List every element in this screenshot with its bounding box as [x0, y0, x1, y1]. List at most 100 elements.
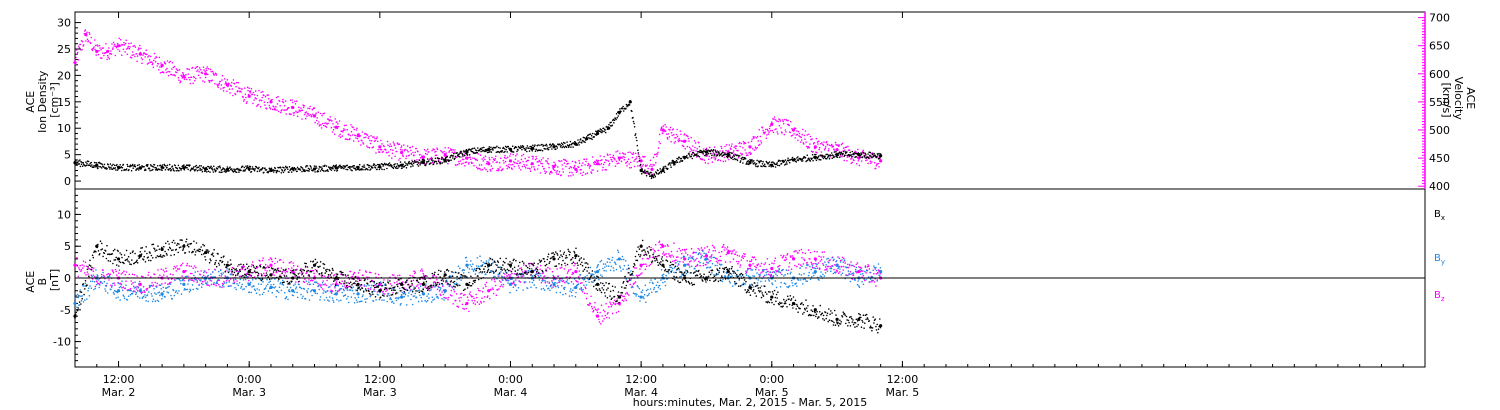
x-tick-day: Mar. 3	[363, 386, 397, 399]
velocity-point	[813, 145, 817, 149]
bx-point	[552, 257, 556, 261]
x-tick-time: 0:00	[498, 373, 523, 386]
bx-point	[726, 270, 730, 274]
top-left-axis: 0 5 10 15 20 25 30	[57, 17, 81, 188]
x-tick-day: Mar. 3	[232, 386, 266, 399]
bx-point	[182, 244, 186, 248]
by-point	[574, 285, 578, 290]
bottom-ylabel-line-3: [nT]	[48, 269, 61, 291]
velocity-point	[160, 63, 164, 67]
x-tick-time: 12:00	[887, 373, 919, 386]
by-trace	[74, 249, 882, 311]
by-point	[595, 270, 600, 274]
by-point	[552, 282, 556, 286]
bz-trace	[74, 240, 882, 325]
bottom-series	[73, 238, 883, 334]
top-left-ytick-label: 25	[57, 43, 71, 56]
x-tick-time: 12:00	[103, 373, 135, 386]
legend-bz: Bz	[1434, 290, 1445, 303]
by-point	[400, 295, 404, 299]
bx-point	[748, 285, 752, 290]
velocity-trace	[74, 29, 882, 177]
ion-density-point	[595, 131, 600, 136]
bottom-ylabel-line-2: B	[36, 278, 49, 286]
ion-density-point	[334, 166, 338, 170]
top-left-ylabel-line-1: ACE	[24, 91, 37, 113]
bottom-legend: Bx By Bz	[1434, 209, 1445, 303]
bz-point	[661, 244, 665, 248]
legend-by: By	[1434, 253, 1445, 266]
bx-point	[400, 282, 404, 286]
x-tick-day: Mar. 5	[886, 386, 920, 399]
top-right-ytick-label: 600	[1429, 68, 1450, 81]
top-right-ylabel-line-2: Velocity	[1452, 77, 1465, 121]
velocity-point	[835, 148, 839, 152]
by-point	[813, 270, 817, 274]
x-tick-time: 0:00	[759, 373, 784, 386]
velocity-point	[73, 60, 77, 65]
bx-point	[835, 317, 839, 321]
top-right-ytick-label: 650	[1429, 40, 1450, 53]
by-point	[160, 292, 164, 296]
top-right-ytick-label: 700	[1429, 12, 1450, 25]
x-tick-time: 12:00	[364, 373, 396, 386]
by-point	[356, 292, 360, 296]
top-left-ylabel-line-3: [cm⁻³]	[48, 82, 61, 118]
bz-point	[770, 266, 774, 271]
ion-density-trace	[74, 99, 882, 180]
velocity-point	[356, 134, 360, 138]
velocity-point	[204, 72, 208, 76]
x-tick-day: Mar. 4	[624, 386, 658, 399]
x-tick-time: 0:00	[237, 373, 262, 386]
top-right-ylabel: ACE Velocity [km/s]	[1440, 77, 1477, 124]
top-right-ytick-label: 550	[1429, 96, 1450, 109]
by-point	[116, 289, 121, 293]
bottom-ytick-label: 5	[64, 240, 71, 253]
velocity-point	[595, 162, 600, 166]
bz-point	[748, 263, 752, 267]
top-series	[73, 29, 883, 180]
by-point	[334, 292, 338, 296]
velocity-point	[400, 150, 404, 155]
bx-point	[73, 314, 77, 318]
bz-point	[813, 257, 817, 261]
top-left-ylabel-line-2: Ion Density	[36, 70, 49, 133]
top-left-ytick-label: 0	[64, 175, 71, 188]
top-left-ytick-label: 10	[57, 122, 71, 135]
velocity-point	[378, 145, 382, 149]
bx-point	[356, 282, 360, 286]
x-tick-day: Mar. 4	[494, 386, 528, 399]
top-left-ytick-label: 15	[57, 96, 71, 109]
by-point	[182, 282, 186, 286]
velocity-point	[639, 159, 643, 163]
legend-bx: Bx	[1434, 209, 1445, 222]
bz-point	[574, 270, 578, 274]
top-left-ytick-label: 30	[57, 17, 71, 30]
bz-point	[704, 254, 709, 258]
top-right-axis: 400 450 500 550 600 650 700	[1418, 12, 1450, 193]
bx-trace	[74, 238, 882, 334]
bottom-ytick-label: -10	[53, 336, 71, 349]
bx-point	[530, 270, 534, 274]
bottom-ytick-label: 0	[64, 272, 71, 285]
top-right-ylabel-line-1: ACE	[1464, 87, 1477, 109]
top-right-ylabel-line-3: [km/s]	[1440, 82, 1453, 117]
bottom-ytick-label: -5	[60, 304, 71, 317]
top-left-ytick-label: 20	[57, 69, 71, 82]
bz-point	[269, 263, 273, 267]
velocity-point	[247, 94, 251, 98]
bx-point	[160, 247, 164, 251]
x-tick-time: 12:00	[625, 373, 657, 386]
top-left-ylabel: ACE Ion Density [cm⁻³]	[24, 67, 61, 133]
bx-point	[116, 257, 121, 261]
bottom-ylabel: ACE B [nT]	[24, 267, 61, 292]
bottom-ylabel-line-1: ACE	[24, 271, 37, 293]
top-right-ytick-label: 400	[1429, 180, 1450, 193]
bz-point	[639, 263, 643, 267]
bx-point	[813, 308, 817, 312]
velocity-point	[443, 153, 447, 157]
bx-point	[857, 317, 861, 321]
by-point	[73, 301, 77, 306]
